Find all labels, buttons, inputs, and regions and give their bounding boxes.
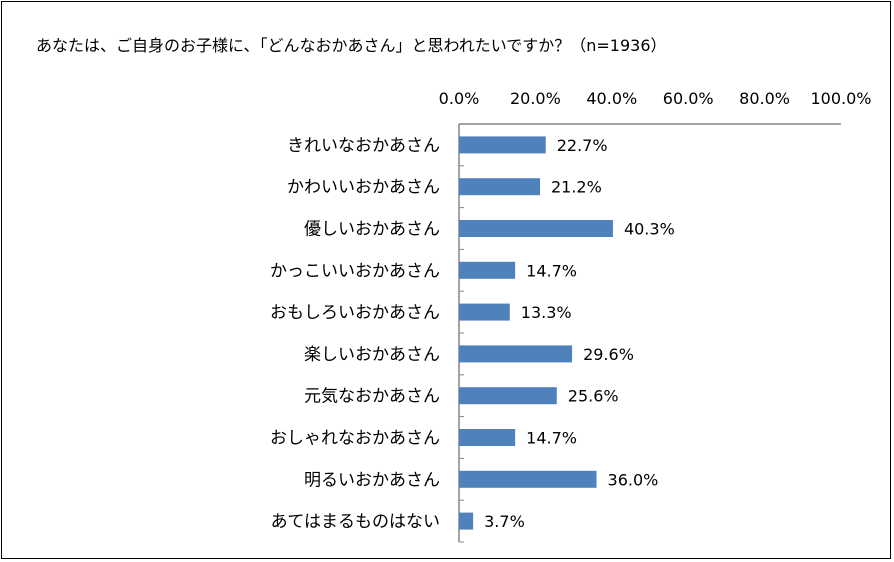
category-label: おもしろいおかあさん xyxy=(270,303,440,323)
category-label: 楽しいおかあさん xyxy=(304,345,440,365)
x-tick-label: 0.0% xyxy=(439,89,480,108)
category-label: 元気なおかあさん xyxy=(304,387,440,407)
data-label: 3.7% xyxy=(484,512,525,531)
data-label: 40.3% xyxy=(624,220,675,239)
bar xyxy=(459,220,613,237)
chart-title: あなたは、ご自身のお子様に、「どんなおかあさん」と思われたいですか？（n=193… xyxy=(36,36,667,55)
x-tick-label: 100.0% xyxy=(810,89,871,108)
category-label: 明るいおかあさん xyxy=(304,470,440,490)
data-label: 14.7% xyxy=(526,261,577,280)
category-label: おしゃれなおかあさん xyxy=(270,429,440,449)
bar xyxy=(459,387,557,405)
bar xyxy=(459,178,540,196)
data-label: 22.7% xyxy=(557,136,608,155)
bar xyxy=(459,261,516,279)
axis-layer: 0.0% 20.0% 40.0% 60.0% 80.0% 100.0% xyxy=(439,89,872,543)
category-label: あてはまるものはない xyxy=(271,512,440,532)
data-label: 14.7% xyxy=(526,429,577,448)
category-label: かわいいおかあさん xyxy=(287,178,440,198)
bar xyxy=(459,512,474,530)
label-layer: きれいなおかあさん 22.7% かわいいおかあさん 21.2% 優しいおかあさん 40.3… xyxy=(270,136,675,532)
data-label: 29.6% xyxy=(583,345,634,364)
x-tick-label: 20.0% xyxy=(510,89,561,108)
data-label: 36.0% xyxy=(608,470,659,489)
bar xyxy=(459,303,510,321)
bar xyxy=(459,345,573,363)
bar xyxy=(459,470,597,488)
data-label: 25.6% xyxy=(568,387,619,406)
bar xyxy=(459,429,516,446)
category-label: かっこいいおかあさん xyxy=(270,261,440,281)
x-tick-label: 80.0% xyxy=(739,89,790,108)
bar-layer xyxy=(459,136,613,530)
category-label: きれいなおかあさん xyxy=(287,136,440,156)
bar xyxy=(459,136,546,154)
data-label: 21.2% xyxy=(551,178,602,197)
x-tick-label: 40.0% xyxy=(586,89,637,108)
category-label: 優しいおかあさん xyxy=(304,220,440,240)
x-tick-label: 60.0% xyxy=(663,89,714,108)
data-label: 13.3% xyxy=(521,303,572,322)
